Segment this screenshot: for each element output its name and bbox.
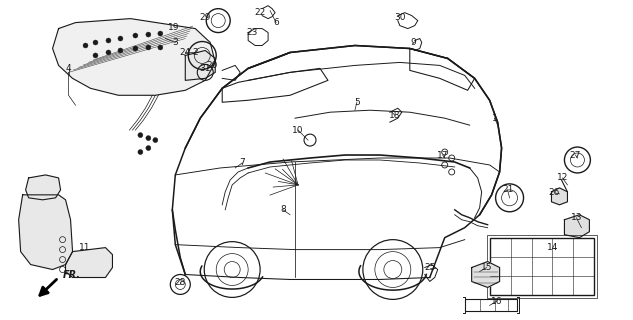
Text: 23: 23 [246, 28, 258, 37]
Text: 2: 2 [192, 48, 198, 57]
Circle shape [146, 45, 151, 50]
Circle shape [106, 38, 111, 43]
Polygon shape [472, 261, 499, 287]
Circle shape [93, 40, 98, 45]
Bar [489, 238, 594, 295]
Text: 14: 14 [547, 243, 558, 252]
Text: 1: 1 [492, 114, 498, 123]
Text: 19: 19 [168, 23, 179, 32]
Text: 10: 10 [292, 126, 304, 135]
Text: 16: 16 [491, 297, 503, 306]
Polygon shape [18, 195, 73, 269]
Text: 12: 12 [557, 173, 568, 182]
Circle shape [158, 45, 163, 50]
Circle shape [138, 132, 143, 138]
Polygon shape [551, 188, 567, 205]
Circle shape [138, 149, 143, 155]
Text: 22: 22 [254, 8, 266, 17]
Circle shape [118, 48, 123, 53]
Text: 21: 21 [502, 185, 513, 194]
Circle shape [158, 31, 163, 36]
Text: 30: 30 [394, 13, 406, 22]
Polygon shape [26, 175, 61, 200]
Circle shape [133, 33, 138, 38]
Text: 29: 29 [199, 13, 211, 22]
Bar [465, 300, 517, 311]
Text: 13: 13 [571, 213, 582, 222]
Text: 17: 17 [437, 150, 448, 160]
Text: 7: 7 [239, 158, 245, 167]
Polygon shape [565, 215, 589, 238]
Text: 6: 6 [273, 18, 279, 27]
Text: 8: 8 [280, 205, 286, 214]
Text: 18: 18 [389, 111, 401, 120]
Polygon shape [185, 51, 215, 80]
Text: 27: 27 [570, 150, 581, 160]
Circle shape [146, 136, 151, 140]
Circle shape [146, 32, 151, 37]
Text: 24: 24 [180, 48, 191, 57]
Text: FR.: FR. [63, 270, 80, 281]
Text: 3: 3 [172, 38, 178, 47]
Text: 11: 11 [78, 243, 91, 252]
Text: 31: 31 [199, 64, 211, 73]
Circle shape [153, 138, 158, 143]
Circle shape [146, 146, 151, 150]
Polygon shape [66, 248, 113, 277]
Text: 4: 4 [66, 64, 72, 73]
Circle shape [106, 50, 111, 55]
Circle shape [133, 46, 138, 51]
Text: 26: 26 [549, 188, 560, 197]
Circle shape [118, 36, 123, 41]
Text: 25: 25 [424, 263, 436, 272]
Text: 28: 28 [175, 278, 186, 287]
Text: 9: 9 [410, 38, 416, 47]
Polygon shape [53, 19, 215, 95]
Circle shape [83, 43, 88, 48]
Text: 15: 15 [481, 263, 492, 272]
Text: 20: 20 [206, 61, 218, 70]
Text: 5: 5 [354, 98, 360, 107]
Circle shape [93, 53, 98, 58]
Bar [487, 235, 598, 298]
